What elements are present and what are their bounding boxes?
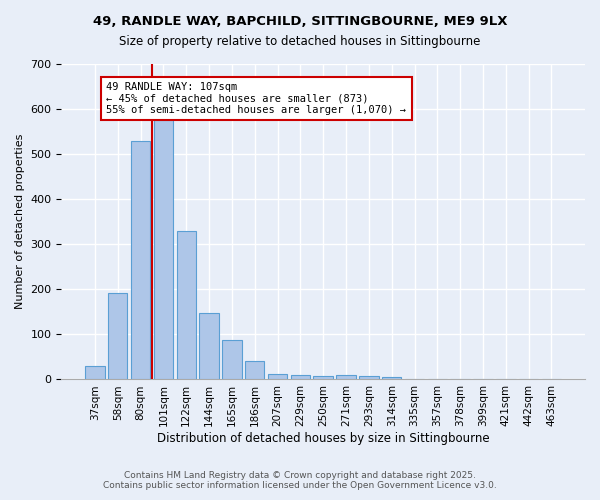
Text: Contains HM Land Registry data © Crown copyright and database right 2025.
Contai: Contains HM Land Registry data © Crown c… — [103, 470, 497, 490]
Bar — [337, 375, 356, 380]
Bar — [108, 293, 127, 380]
Text: 49 RANDLE WAY: 107sqm
← 45% of detached houses are smaller (873)
55% of semi-det: 49 RANDLE WAY: 107sqm ← 45% of detached … — [106, 82, 406, 115]
Bar — [131, 140, 150, 380]
Bar — [359, 376, 379, 380]
Text: Size of property relative to detached houses in Sittingbourne: Size of property relative to detached ho… — [119, 35, 481, 48]
Bar — [85, 366, 104, 380]
Bar — [245, 362, 265, 380]
Bar — [176, 230, 196, 380]
X-axis label: Distribution of detached houses by size in Sittingbourne: Distribution of detached houses by size … — [157, 432, 490, 445]
Bar — [154, 120, 173, 380]
Bar — [290, 375, 310, 380]
Bar — [199, 313, 219, 380]
Bar — [382, 377, 401, 380]
Bar — [222, 340, 242, 380]
Y-axis label: Number of detached properties: Number of detached properties — [15, 134, 25, 310]
Bar — [313, 376, 333, 380]
Text: 49, RANDLE WAY, BAPCHILD, SITTINGBOURNE, ME9 9LX: 49, RANDLE WAY, BAPCHILD, SITTINGBOURNE,… — [93, 15, 507, 28]
Bar — [268, 374, 287, 380]
